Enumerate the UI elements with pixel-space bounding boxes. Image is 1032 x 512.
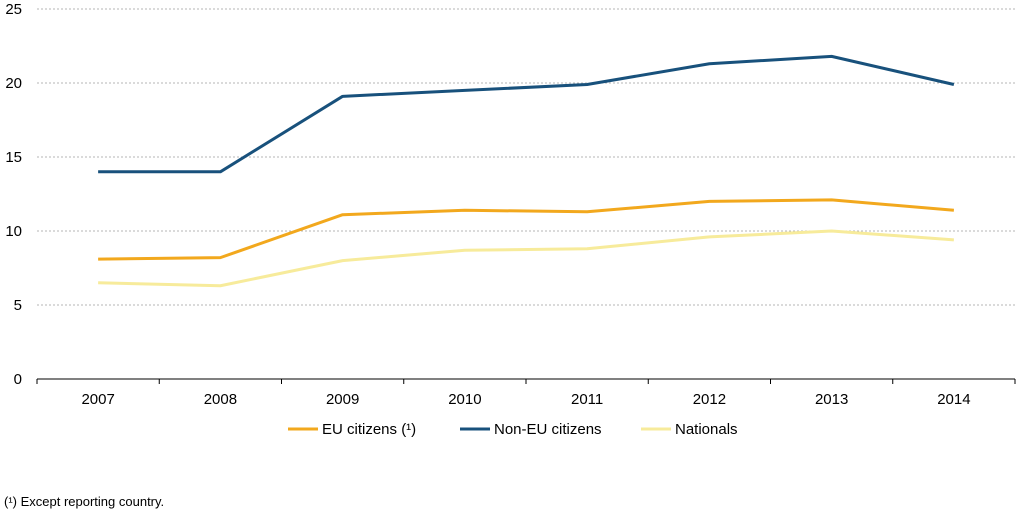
x-tick-label: 2008 [204,391,237,408]
legend-label: EU citizens (¹) [322,421,416,438]
legend: EU citizens (¹) Non-EU citizens Nationals [288,421,738,438]
x-tick-label: 2011 [571,391,603,408]
y-tick-label: 25 [5,1,22,18]
y-tick-label: 10 [5,223,22,240]
x-tick-label: 2010 [448,391,481,408]
y-tick-label: 20 [5,75,22,92]
series-line-2 [98,229,954,288]
x-tick-label: 2014 [937,391,970,408]
legend-label: Non-EU citizens [494,421,602,438]
x-tick-label: 2012 [693,391,726,408]
gridlines [37,8,1015,306]
x-tick-label: 2007 [81,391,114,408]
series-line-1 [98,54,955,174]
x-tick-label: 2009 [326,391,359,408]
y-tick-label: 0 [14,371,22,388]
y-tick-label: 15 [5,149,22,166]
series-lines [98,54,955,288]
x-tick-label: 2013 [815,391,848,408]
line-chart: 0 5 10 15 20 25 2007 2008 2009 2010 2011 2012 2013 20… [5,1,1016,438]
legend-label: Nationals [675,421,738,438]
y-tick-label: 5 [14,297,22,314]
footnote: (¹) Except reporting country. [4,494,165,509]
axes: 0 5 10 15 20 25 2007 2008 2009 2010 2011 2012 2013 20… [5,1,1016,408]
series-line-0 [98,198,955,261]
